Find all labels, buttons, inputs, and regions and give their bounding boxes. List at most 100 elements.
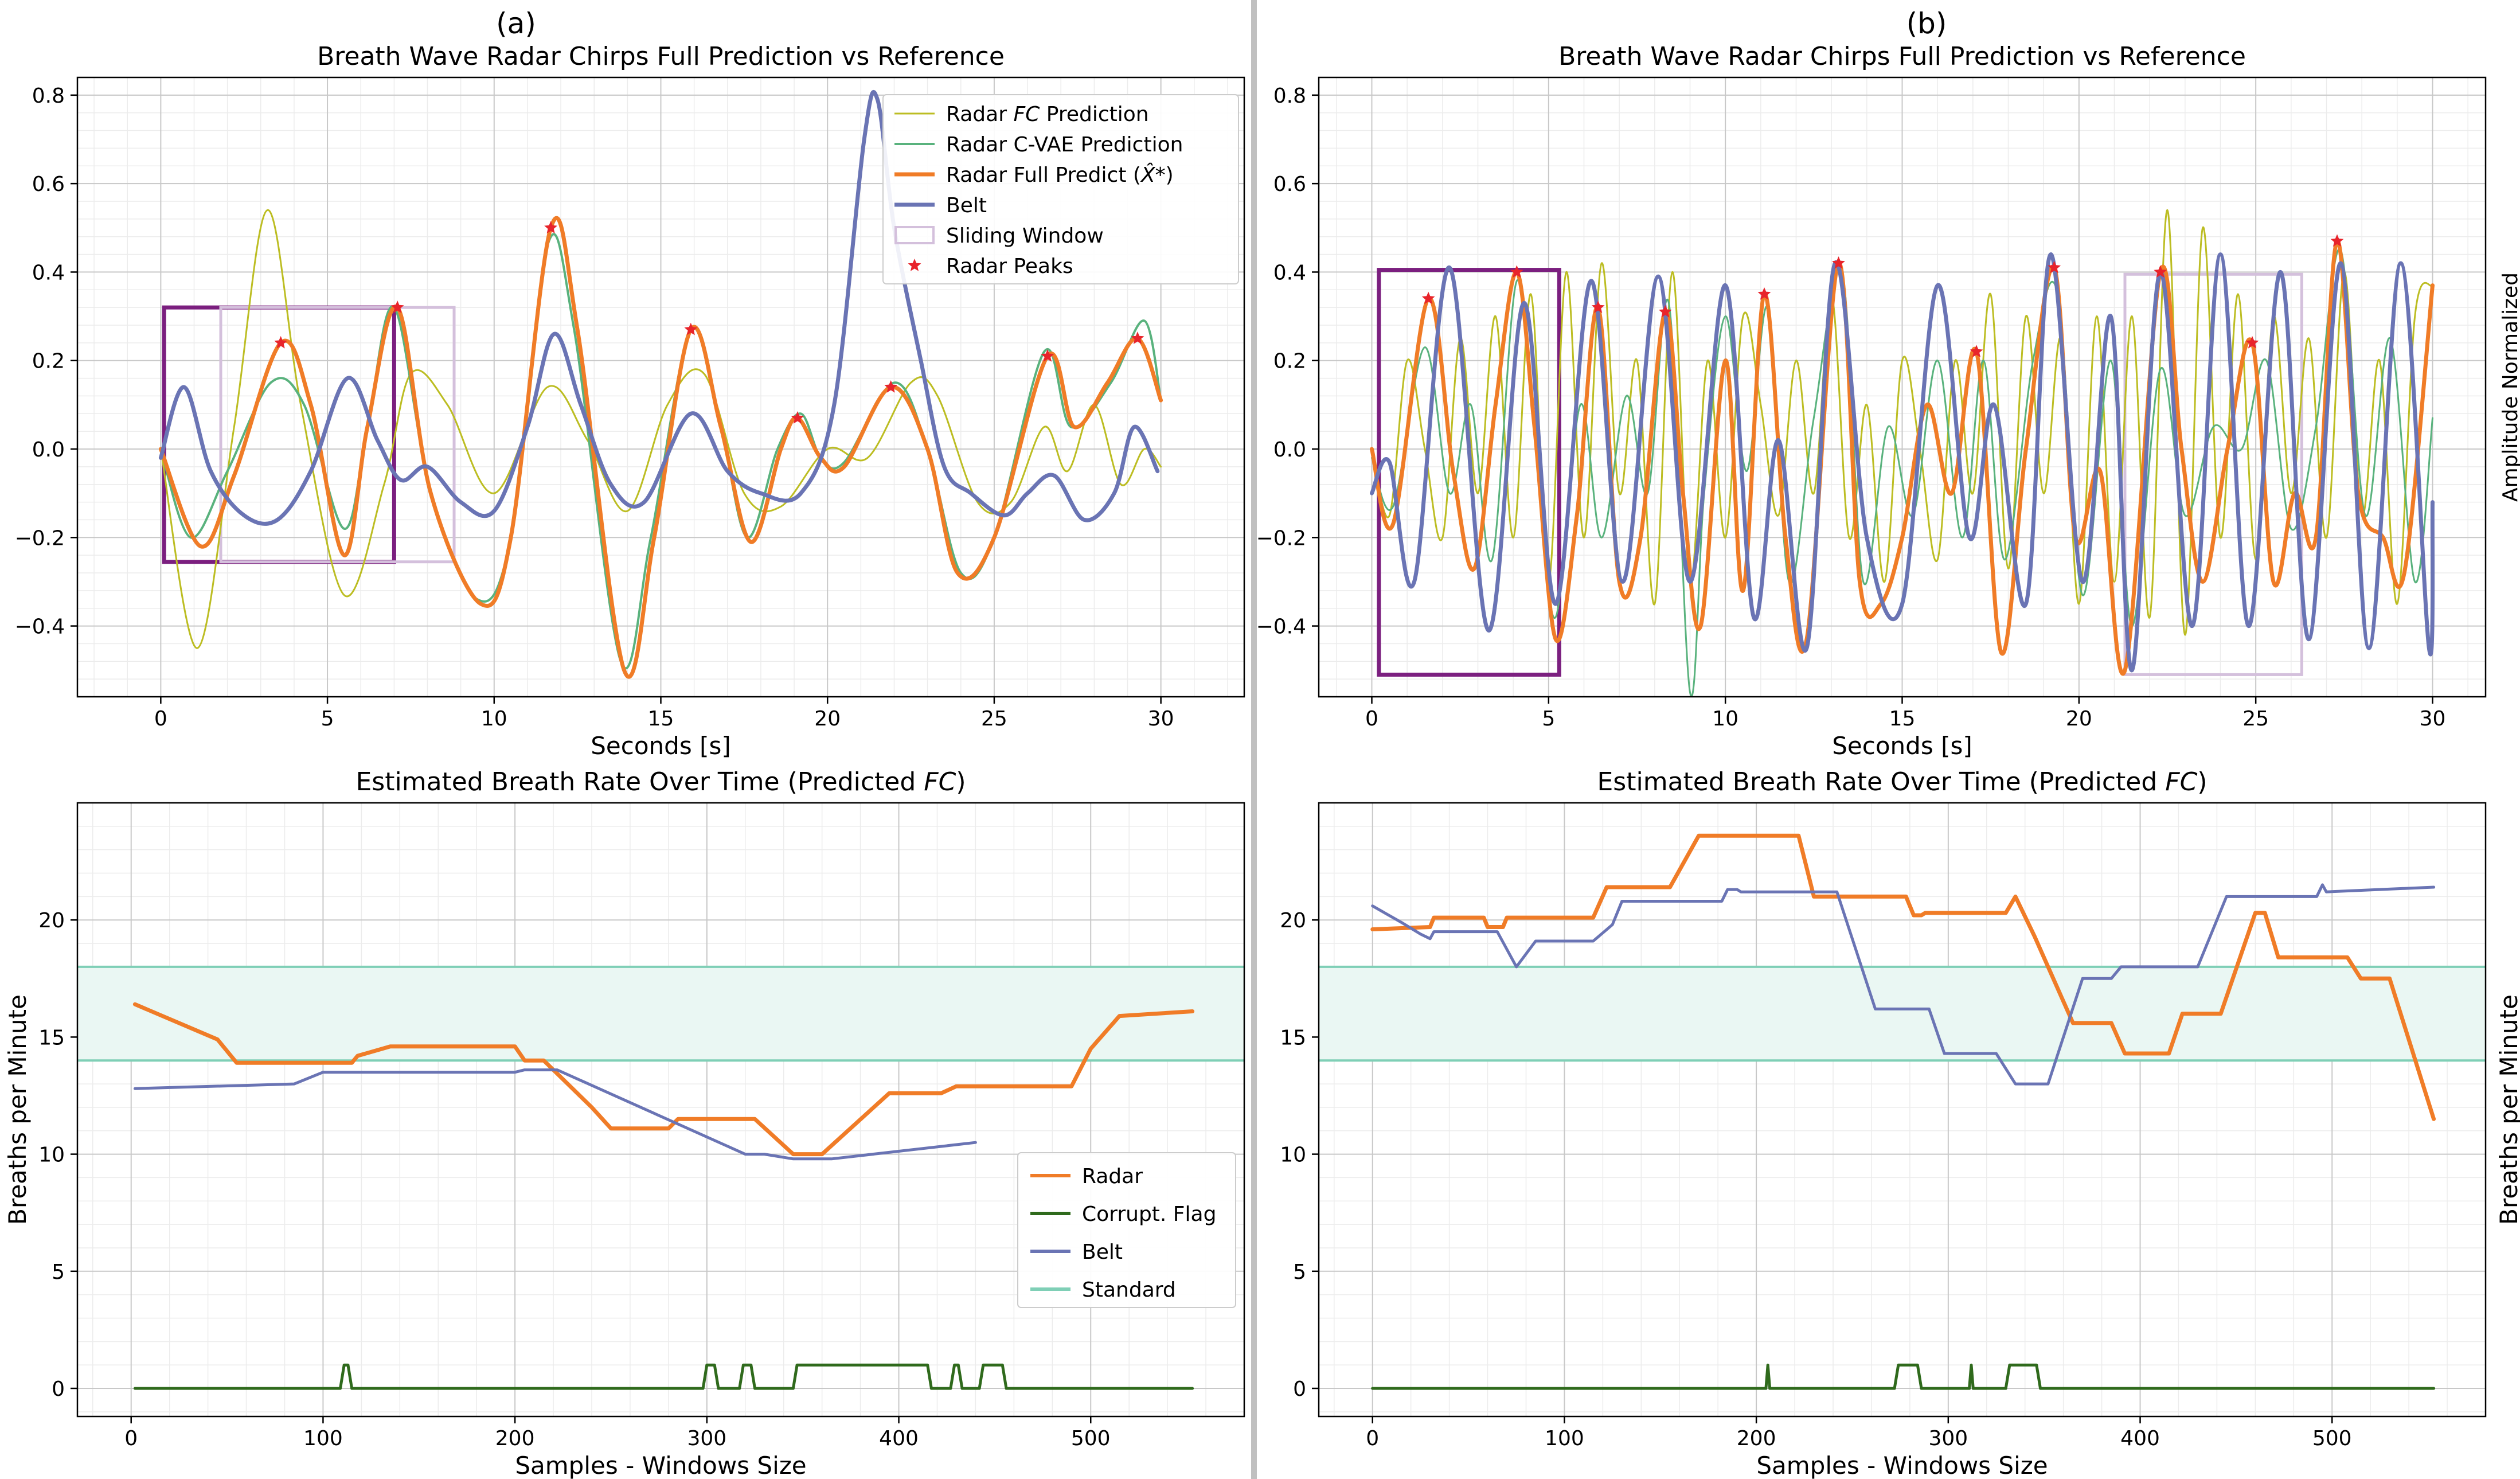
x-tick-label: 500 — [1071, 1427, 1111, 1450]
chart-a-breath-wave: 0 5 10 15 20 25 30 −0.4 −0.2 0.0 0.2 0.4 0.6 0.8 Breat… — [15, 42, 1245, 760]
legend-label: Belt — [946, 194, 987, 217]
series-belt — [1370, 252, 2435, 673]
radar-peak-marker — [1757, 287, 1771, 300]
panel-divider — [1251, 0, 1257, 1479]
x-tick-label: 0 — [154, 707, 167, 731]
legend-label: Radar Peaks — [946, 255, 1073, 278]
standard-band — [77, 966, 1244, 1061]
x-tick-label: 0 — [1366, 1427, 1379, 1450]
chart-title: Breath Wave Radar Chirps Full Prediction… — [1558, 42, 2246, 71]
y-tick-label: 0.4 — [1273, 261, 1306, 284]
legend: Radar Corrupt. Flag Belt Standard — [1017, 1152, 1236, 1308]
legend-item: Standard — [1030, 1278, 1176, 1302]
x-tick-label: 20 — [814, 707, 841, 731]
plot-area — [158, 89, 1163, 679]
radar-peak-marker — [1970, 345, 1983, 357]
x-tick-label: 5 — [1542, 707, 1555, 731]
y-tick-label: 20 — [38, 909, 65, 932]
series-corrupt-flag — [1371, 1363, 2436, 1390]
legend-item: Radar — [1030, 1165, 1143, 1188]
y-tick-label: 0.2 — [1273, 350, 1306, 373]
sliding-window-light — [219, 306, 456, 564]
y-tick-label: 10 — [38, 1144, 65, 1167]
x-tick-label: 5 — [321, 707, 334, 731]
legend-label: Radar Full Predict (X̂*) — [946, 162, 1174, 187]
radar-peak-marker — [2330, 234, 2344, 247]
x-axis-label: Seconds [s] — [1832, 732, 1972, 760]
x-tick-label: 400 — [879, 1427, 919, 1450]
y-tick-label: −0.4 — [1256, 615, 1306, 639]
ticks: 0 100 200 300 400 500 0 5 10 15 20 — [1280, 909, 2351, 1450]
legend-item: Belt — [1030, 1240, 1123, 1264]
y-tick-label: 5 — [1293, 1261, 1306, 1284]
radar-peak-marker — [1832, 256, 1845, 269]
axes-frame — [76, 802, 1245, 1418]
series-belt — [133, 1068, 977, 1161]
panel-label-a: (a) — [496, 7, 536, 40]
x-tick-label: 10 — [481, 707, 507, 731]
panel-label-b: (b) — [1906, 7, 1947, 40]
grid — [77, 77, 1244, 697]
series-corrupt-flag — [133, 1363, 1194, 1390]
y-tick-label: 0.4 — [32, 261, 65, 284]
grid — [77, 802, 1245, 1416]
x-tick-label: 15 — [648, 707, 674, 731]
y-tick-label: 5 — [52, 1261, 65, 1284]
legend-label: Radar — [1082, 1165, 1143, 1188]
plot-area — [1370, 209, 2435, 697]
legend-label: Corrupt. Flag — [1082, 1203, 1216, 1226]
series-fc-prediction — [1371, 209, 2433, 636]
legend-item: Radar Full Predict (X̂*) — [894, 162, 1174, 187]
legend-swatch-peaks — [908, 259, 921, 271]
x-tick-label: 10 — [1712, 707, 1738, 731]
radar-peak-marker — [1658, 305, 1672, 318]
y-tick-label: −0.2 — [1256, 526, 1306, 550]
y-tick-label: 0 — [52, 1377, 65, 1401]
grid — [1319, 77, 2486, 697]
radar-peak-marker — [884, 380, 898, 393]
radar-peak-marker — [1591, 301, 1605, 313]
sliding-window-light — [2123, 272, 2303, 676]
x-tick-label: 25 — [981, 707, 1007, 731]
y-tick-label: 0.8 — [1273, 84, 1306, 108]
legend-item: Belt — [894, 194, 987, 217]
radar-peak-marker — [791, 411, 804, 424]
series-fc-prediction — [159, 209, 1162, 649]
x-tick-label: 0 — [1365, 707, 1378, 731]
axes-frame — [1318, 802, 2487, 1418]
ticks: 0 5 10 15 20 25 30 −0.4 −0.2 0.0 0.2 0.4 0.6 0.8 — [15, 84, 1174, 731]
radar-peak-marker — [1510, 265, 1523, 278]
radar-peak-marker — [2245, 335, 2259, 349]
x-tick-label: 100 — [1545, 1427, 1584, 1450]
x-axis-label: Samples - Windows Size — [1756, 1451, 2048, 1479]
plot-area — [77, 965, 1244, 1390]
y-tick-label: 0.0 — [1273, 438, 1306, 462]
legend-label: Belt — [1082, 1240, 1123, 1264]
chart-b-breath-rate: 0 100 200 300 400 500 0 5 10 15 20 Estimated Breath… — [1280, 767, 2520, 1479]
legend-item: Radar FC Prediction — [894, 103, 1149, 126]
x-tick-label: 20 — [2066, 707, 2092, 731]
legend-label: Standard — [1082, 1278, 1176, 1302]
x-tick-label: 200 — [495, 1427, 535, 1450]
x-axis-label: Samples - Windows Size — [515, 1451, 806, 1479]
x-tick-label: 500 — [2312, 1427, 2352, 1450]
x-tick-label: 100 — [303, 1427, 343, 1450]
x-tick-label: 0 — [124, 1427, 138, 1450]
legend-box — [1017, 1152, 1236, 1308]
radar-peak-marker — [544, 221, 557, 233]
y-tick-label: 15 — [38, 1026, 65, 1049]
x-axis-label: Seconds [s] — [591, 732, 730, 760]
y-tick-label: −0.2 — [15, 526, 65, 550]
series-full-predict — [1370, 833, 2436, 1121]
legend-box — [882, 94, 1239, 284]
y-axis-label: Breaths per Minute — [2495, 994, 2520, 1225]
y-tick-label: −0.4 — [15, 615, 65, 639]
chart-title: Breath Wave Radar Chirps Full Prediction… — [317, 42, 1005, 71]
chart-title: Estimated Breath Rate Over Time (Predict… — [1597, 767, 2208, 797]
x-tick-label: 400 — [2120, 1427, 2160, 1450]
y-axis-label: Amplitude Normalized — [2499, 272, 2520, 502]
y-tick-label: 0.6 — [32, 173, 65, 196]
x-tick-label: 200 — [1737, 1427, 1776, 1450]
legend-label: Sliding Window — [946, 224, 1104, 248]
